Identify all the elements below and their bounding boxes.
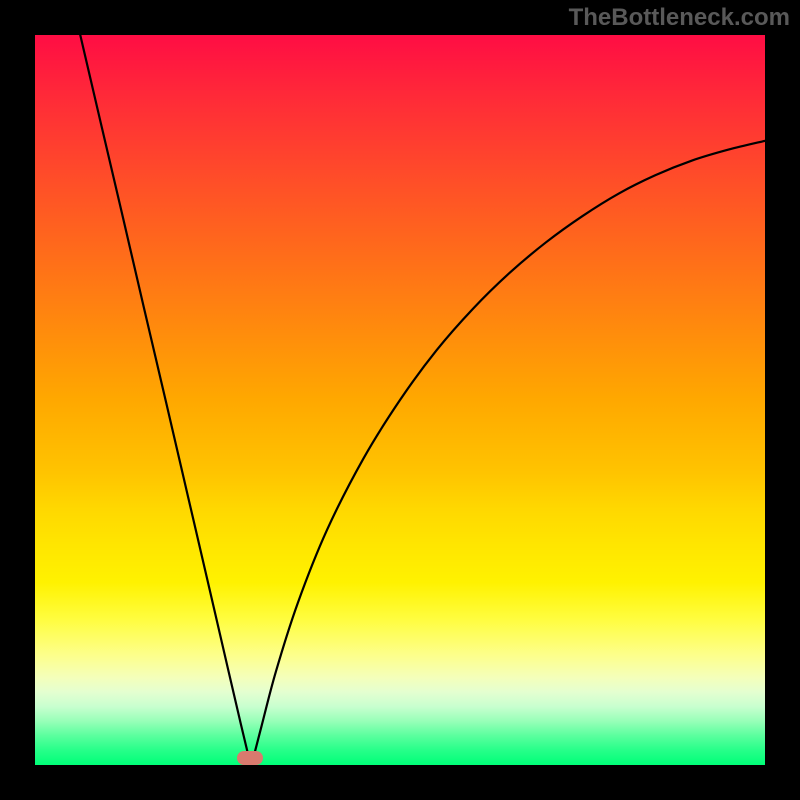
watermark-text: TheBottleneck.com: [569, 4, 790, 32]
minimum-marker: [237, 751, 263, 765]
chart-plot-area: [35, 35, 765, 765]
chart-svg: [35, 35, 765, 765]
